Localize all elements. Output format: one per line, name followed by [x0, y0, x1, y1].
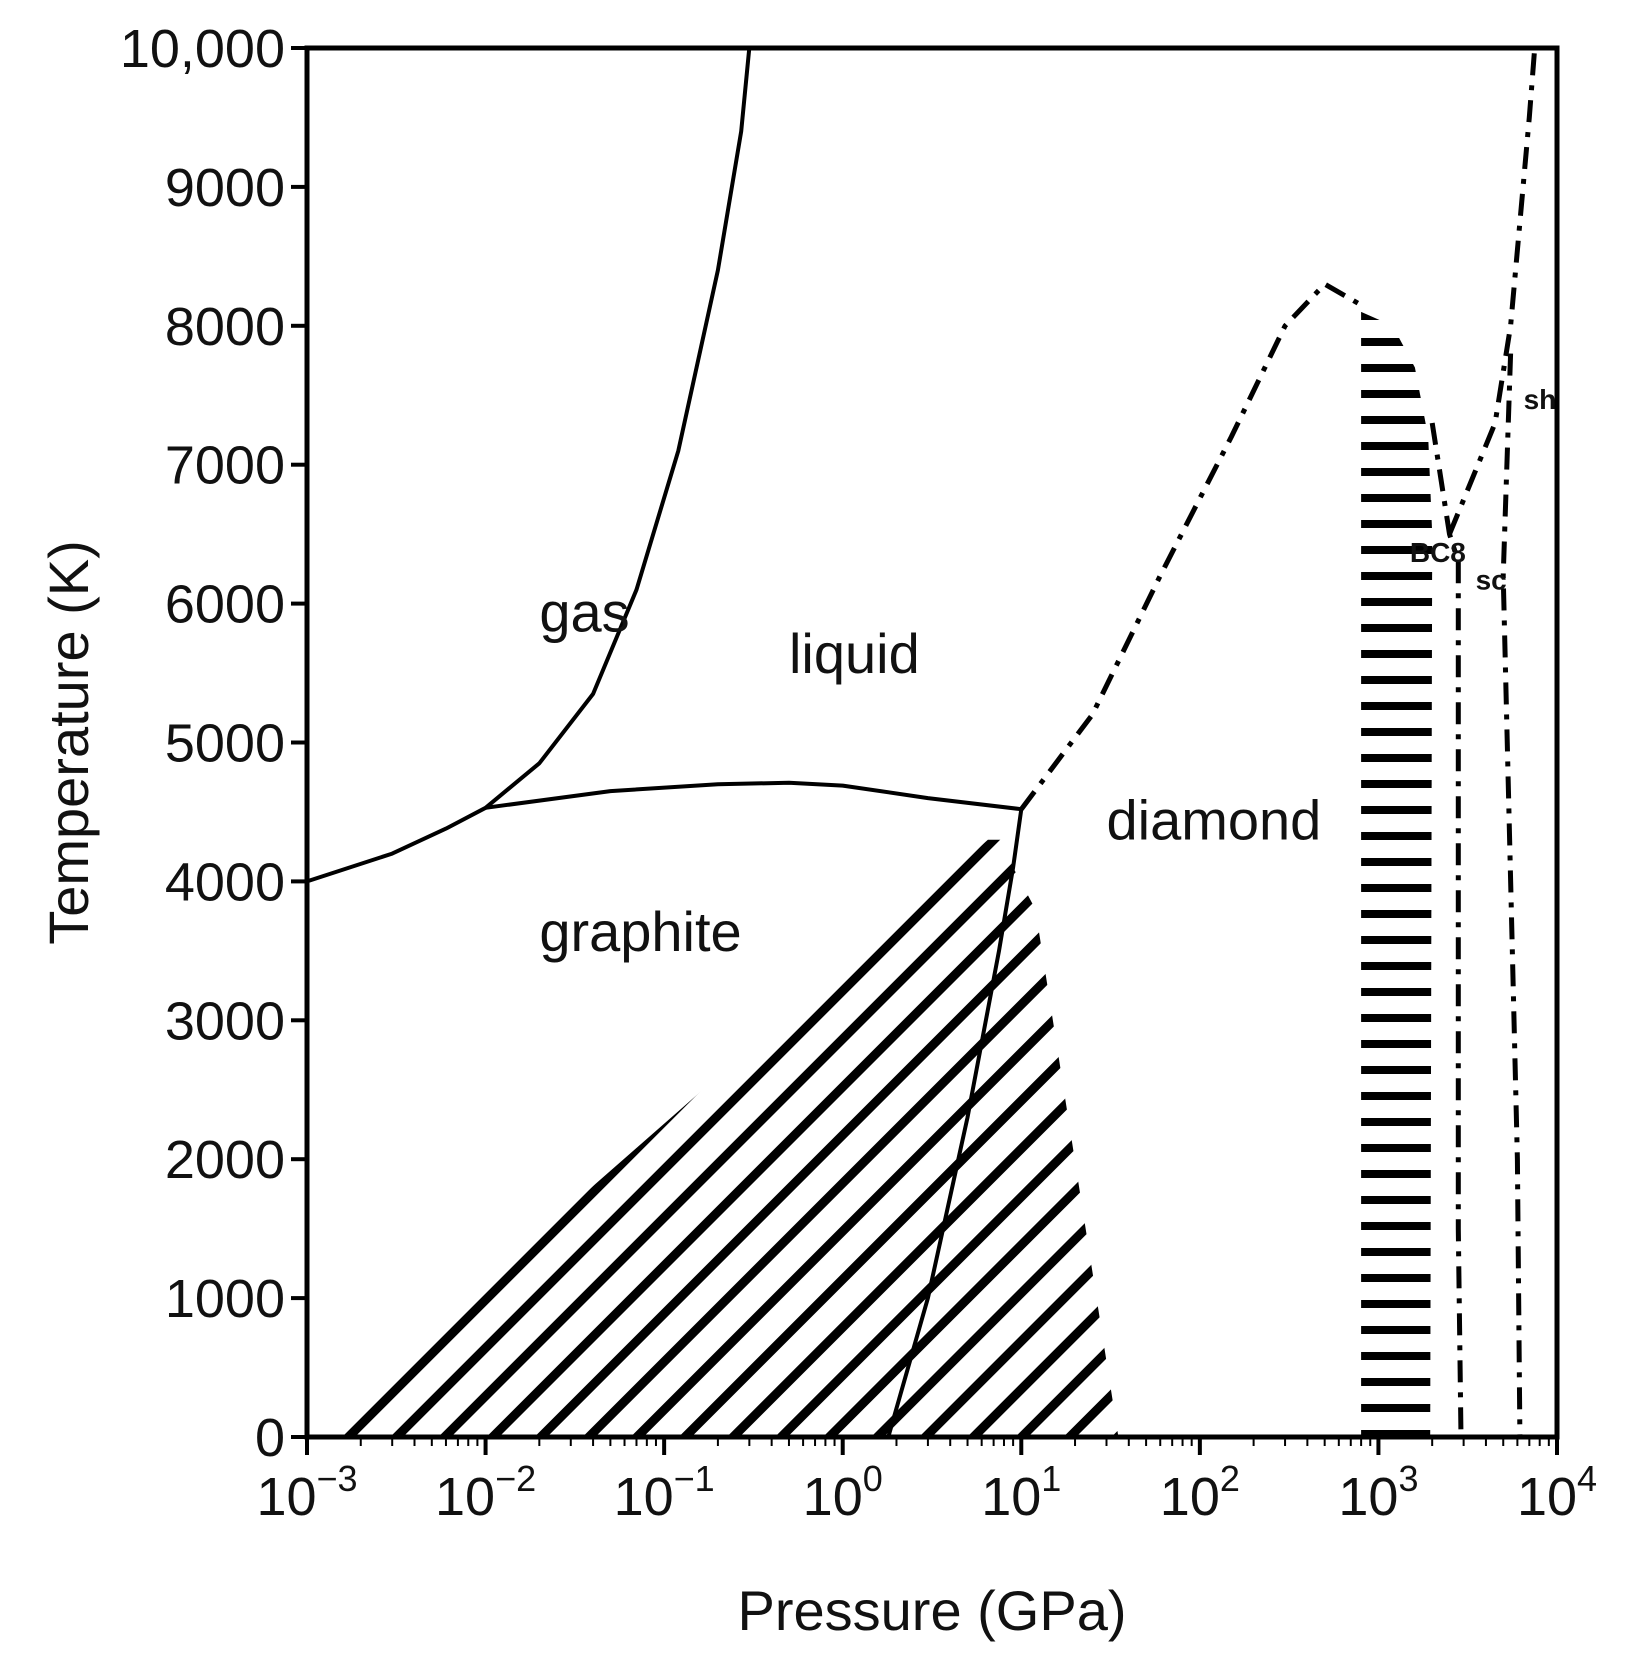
- hatched-region-1: [1361, 311, 1433, 1437]
- boundary-line-3: [1019, 281, 1363, 811]
- region-labels: gas liquid graphite diamond BC8 sc sh: [539, 384, 1556, 963]
- region-label-4: BC8: [1410, 537, 1466, 568]
- x-tick-label-1: 10−2: [435, 1458, 536, 1527]
- x-tick-label-5: 102: [1160, 1458, 1240, 1527]
- hatched-regions: [307, 311, 1433, 1437]
- y-tick-label-0: 0: [255, 1408, 285, 1468]
- y-tick-label-4: 4000: [165, 852, 285, 912]
- y-tick-label-7: 7000: [165, 436, 285, 496]
- boundary-line-4: [1429, 422, 1464, 1438]
- y-tick-label-5: 5000: [165, 714, 285, 774]
- x-tick-label-2: 10−1: [614, 1458, 715, 1527]
- region-label-2: graphite: [539, 900, 741, 963]
- boundary-line-0: [306, 47, 752, 884]
- region-label-6: sh: [1524, 384, 1557, 415]
- boundary-line-5: [1447, 47, 1538, 536]
- region-label-0: gas: [539, 580, 629, 643]
- x-axis: 10−3 10−2 10−1 100 101 102 103 104: [256, 1437, 1597, 1527]
- x-tick-label-6: 103: [1338, 1458, 1418, 1527]
- boundary-line-1: [485, 780, 1022, 812]
- x-tick-label-0: 10−3: [256, 1458, 357, 1527]
- x-tick-label-4: 101: [981, 1458, 1061, 1527]
- y-tick-label-2: 2000: [165, 1130, 285, 1190]
- region-label-5: sc: [1476, 565, 1507, 596]
- x-axis-title: Pressure (GPa): [738, 1579, 1127, 1642]
- x-tick-label-7: 104: [1517, 1458, 1597, 1527]
- region-label-3: diamond: [1106, 789, 1321, 852]
- y-tick-label-3: 3000: [165, 991, 285, 1051]
- hatched-region-0: [307, 839, 1119, 1437]
- y-tick-label-8: 8000: [165, 297, 285, 357]
- y-tick-label-1: 1000: [165, 1269, 285, 1329]
- x-tick-label-3: 100: [803, 1458, 883, 1527]
- y-axis: 0 1000 2000 3000 4000 5000 6000 7000 8000 9000 10,…: [120, 19, 307, 1468]
- boundary-line-6: [1500, 353, 1523, 1438]
- phase-boundaries: [306, 47, 1538, 1438]
- y-tick-label-9: 9000: [165, 158, 285, 218]
- y-tick-label-6: 6000: [165, 575, 285, 635]
- y-tick-label-10: 10,000: [120, 19, 285, 79]
- boundary-line-2: [886, 808, 1024, 1438]
- y-axis-title: Temperature (K): [37, 540, 100, 945]
- region-label-1: liquid: [789, 622, 920, 685]
